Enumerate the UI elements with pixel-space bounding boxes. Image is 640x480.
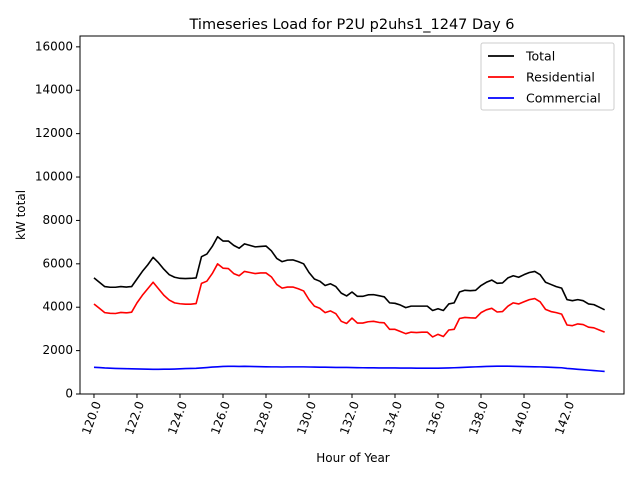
y-tick-label: 2000 [42, 343, 73, 357]
chart-title: Timeseries Load for P2U p2uhs1_1247 Day … [189, 17, 515, 33]
x-axis-label: Hour of Year [316, 451, 390, 465]
y-tick-label: 0 [65, 387, 73, 401]
legend-box [480, 42, 615, 111]
plot-area [93, 235, 605, 373]
legend: Total Residential Commercial [480, 42, 615, 111]
plot-frame [79, 35, 625, 395]
y-axis-label: kW total [14, 190, 28, 240]
y-tick-label: 8000 [42, 213, 73, 227]
y-axis-ticks: 0 2000 4000 6000 8000 10000 12000 14000 16000 [35, 39, 80, 401]
series-line-residential [93, 263, 605, 338]
y-tick-label: 4000 [42, 300, 73, 314]
y-tick-label: 12000 [35, 126, 73, 140]
series-line-commercial [93, 365, 605, 373]
y-tick-label: 10000 [35, 170, 73, 184]
y-tick-label: 14000 [35, 83, 73, 97]
series-line-total [93, 235, 605, 312]
legend-label-total: Total [525, 49, 555, 64]
legend-label-residential: Residential [526, 70, 595, 85]
y-tick-label: 16000 [35, 39, 73, 53]
legend-label-commercial: Commercial [526, 91, 601, 106]
y-tick-label: 6000 [42, 256, 73, 270]
